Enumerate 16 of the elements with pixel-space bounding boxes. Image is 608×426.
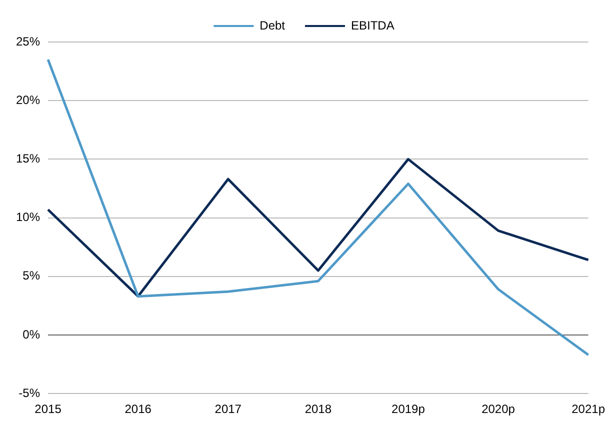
y-tick-label: 20% [16,92,40,107]
x-tick-label: 2018 [304,402,332,416]
y-tick-label: -5% [18,386,40,400]
y-tick-label: 10% [16,210,40,224]
x-tick-label: 2019p [392,402,426,416]
x-tick-label: 2020p [482,402,516,416]
x-tick-label: 2016 [124,402,152,416]
x-tick-label: 2021p [572,402,606,416]
legend-label: EBITDA [351,18,394,32]
y-tick-label: 0% [22,327,40,342]
legend-label: Debt [260,18,286,32]
y-tick-label: 5% [22,268,40,283]
y-tick-label: 15% [16,152,40,166]
y-tick-label: 25% [16,34,40,48]
x-tick-label: 2017 [214,402,242,416]
x-tick-label: 2015 [34,402,62,416]
